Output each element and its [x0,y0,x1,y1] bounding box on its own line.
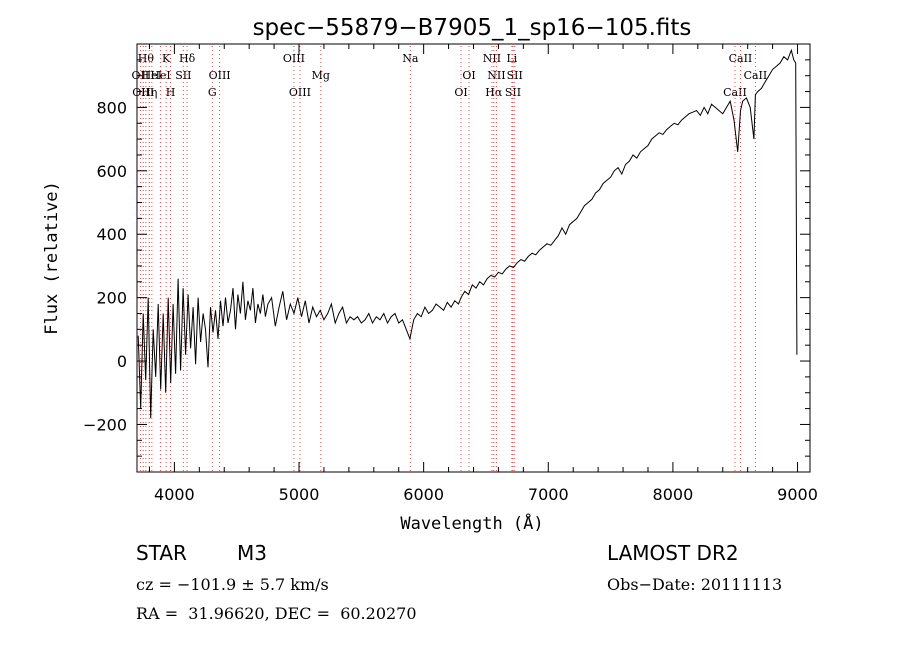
y-tick-label: 200 [96,289,127,308]
line-marker-label: OI [462,69,475,82]
observation-date: Obs−Date: 20111113 [607,575,783,594]
line-marker-label: OIII [283,52,305,65]
line-marker-label: Li [506,52,517,65]
object-subclass: M3 [237,541,267,565]
line-marker-label: Hθ [138,52,155,65]
line-marker-label: K [162,52,171,65]
object-class: STAR [136,541,187,565]
line-marker-label: NII [483,52,501,65]
line-marker-label: H [166,86,176,99]
line-marker-label: OIII [209,69,231,82]
line-marker-label: CaII [744,69,768,82]
x-tick-label: 7000 [528,485,569,504]
y-tick-label: 0 [117,352,127,371]
plot-frame [136,43,811,473]
y-axis: −200 0 200 400 600 800 [83,43,810,457]
x-tick-label: 5000 [279,485,320,504]
survey-name: LAMOST DR2 [607,541,739,565]
line-marker-label: Na [402,52,419,65]
spectrum-line [137,48,798,419]
y-tick-label: 400 [96,225,127,244]
line-marker-label: OIII [132,86,154,99]
y-tick-label: 800 [96,98,127,117]
y-tick-label: 600 [96,162,127,181]
coordinates: RA = 31.96620, DEC = 60.20270 [136,604,417,623]
x-tick-label: 6000 [403,485,444,504]
emission-line-markers: OIIOIIIHθHηHeIHeIKHSIIHδGOIIIOIIIOIIIMgN… [132,46,768,472]
line-marker-label: HeI [150,69,170,82]
redshift-velocity: cz = −101.9 ± 5.7 km/s [136,575,329,594]
line-marker-label: Hα [485,86,503,99]
line-marker-label: SII [505,86,521,99]
line-marker-label: SII [175,69,191,82]
line-marker-label: CaII [723,86,747,99]
line-marker-label: Hη [141,86,157,99]
x-axis-label: Wavelength (Å) [400,512,543,534]
chart-title: spec−55879−B7905_1_sp16−105.fits [253,15,692,41]
line-marker-label: Mg [312,69,330,82]
line-marker-label: CaII [729,52,753,65]
line-marker-label: OIII [289,86,311,99]
y-tick-label: −200 [83,415,127,434]
x-tick-label: 4000 [154,485,195,504]
line-marker-label: OI [454,86,467,99]
x-tick-label: 9000 [777,485,818,504]
line-marker-label: G [208,86,217,99]
x-axis: 4000 5000 6000 7000 8000 9000 [148,44,818,504]
line-marker-label: NII [487,69,505,82]
line-marker-label: HeI [142,69,162,82]
line-marker-label: SII [507,69,523,82]
x-tick-label: 8000 [653,485,694,504]
y-axis-label: Flux (relative) [42,181,62,335]
line-marker-label: Hδ [179,52,196,65]
